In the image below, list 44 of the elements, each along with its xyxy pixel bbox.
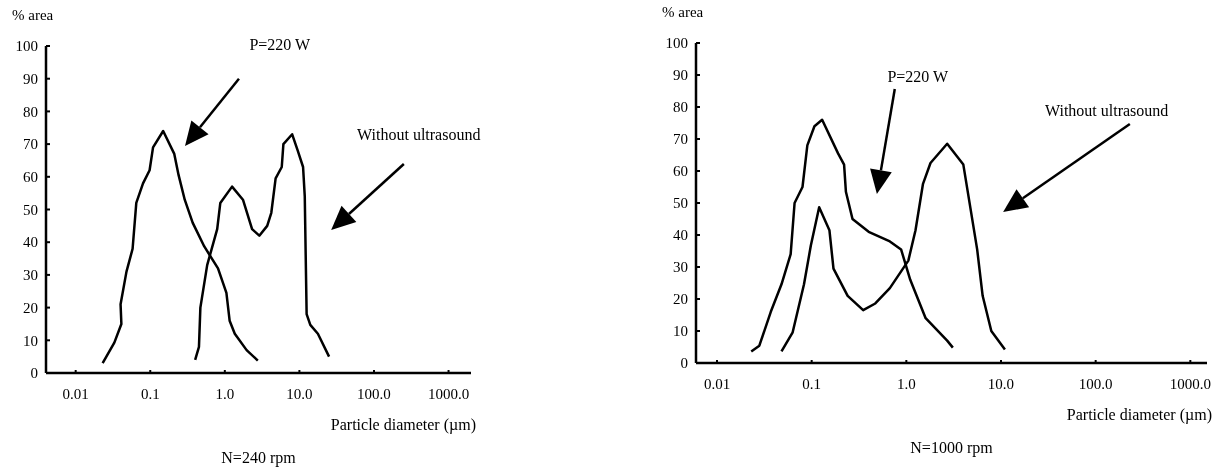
x-tick-label: 10.0 [286, 386, 313, 402]
x-tick-label: 0.1 [802, 376, 822, 392]
x-tick-label: 0.1 [140, 386, 160, 402]
y-axis-title: % area [662, 4, 704, 20]
y-tick-label: 50 [23, 201, 38, 218]
y-tick-label: 80 [23, 103, 38, 120]
y-tick-label: 60 [673, 163, 688, 180]
x-axis-title: Particle diameter (µm) [330, 416, 476, 434]
y-tick-label: 30 [673, 259, 688, 276]
y-axis-title: % area [12, 7, 54, 23]
x-tick-label: 1000.0 [1169, 376, 1211, 392]
y-tick-label: 10 [23, 332, 38, 349]
y-tick-label: 10 [673, 323, 688, 340]
annotation: P=220 W [887, 68, 950, 86]
y-tick-label: 70 [673, 131, 688, 148]
y-tick-label: 90 [23, 70, 38, 87]
text: N=240 rpm [221, 449, 297, 467]
y-tick-label: 50 [673, 195, 688, 212]
annotation: Without ultrasound [357, 125, 481, 143]
y-tick-label: 0 [680, 355, 688, 372]
x-tick-label: 0.01 [703, 376, 731, 392]
y-tick-label: 100 [15, 38, 38, 55]
y-tick-label: 80 [673, 99, 688, 116]
y-tick-label: 30 [23, 267, 38, 284]
x-axis-title: Particle diameter (µm) [1066, 406, 1212, 424]
text: N=1000 rpm [910, 439, 994, 457]
y-tick-label: 20 [23, 299, 38, 316]
x-tick-label: 1000.0 [427, 386, 470, 402]
x-tick-label: 100.0 [357, 386, 391, 402]
y-tick-label: 40 [23, 234, 38, 251]
y-tick-label: 90 [673, 67, 688, 84]
y-tick-label: 40 [673, 227, 688, 244]
x-tick-label: 100.0 [1078, 376, 1113, 392]
y-tick-label: 0 [30, 365, 38, 382]
annotation: Without ultrasound [1045, 101, 1169, 119]
y-tick-label: 100 [665, 35, 688, 52]
y-tick-label: 60 [23, 169, 38, 186]
annotation: P=220 W [249, 35, 312, 53]
x-tick-label: 10.0 [987, 376, 1015, 392]
x-tick-label: 0.01 [62, 386, 89, 402]
y-tick-label: 70 [23, 136, 38, 153]
x-tick-label: 1.0 [215, 386, 235, 402]
y-tick-label: 20 [673, 291, 688, 308]
x-tick-label: 1.0 [896, 376, 916, 392]
